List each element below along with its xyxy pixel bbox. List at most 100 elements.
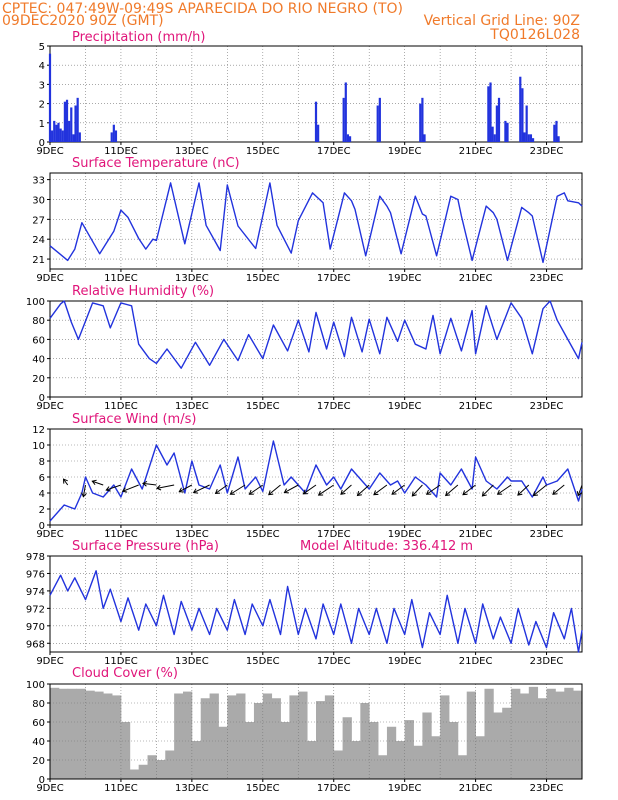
pressure-ytick-label: 976 xyxy=(26,569,45,580)
cloud-cover-bar xyxy=(103,693,113,779)
wind-arrow-shaft xyxy=(179,484,193,493)
wind-arrow-head xyxy=(517,490,523,496)
wind-arrow-shaft xyxy=(230,484,246,495)
cloud-cover-bar xyxy=(413,745,423,779)
cloud-cover-bar xyxy=(449,722,459,779)
precipitation-bar xyxy=(55,124,58,142)
cloud-cover-bar xyxy=(156,760,166,779)
humidity-ytick-label: 60 xyxy=(32,335,45,346)
wind-ytick-label: 10 xyxy=(32,441,45,452)
cloud-cover-ytick-label: 60 xyxy=(32,718,45,729)
wind-arrow xyxy=(517,484,530,496)
temperature-xtick-label: 13DEC xyxy=(175,273,209,284)
cloud-cover-bar xyxy=(218,726,228,779)
wind-xtick-label: 23DEC xyxy=(530,529,564,540)
precipitation-xtick-label: 11DEC xyxy=(104,146,138,157)
wind-xtick-label: 11DEC xyxy=(104,529,138,540)
cloud-cover-title: Cloud Cover (%) xyxy=(72,666,178,681)
header-model-id: TQ0126L028 xyxy=(489,27,580,43)
temperature-xtick-label: 9DEC xyxy=(36,273,63,284)
cloud-cover-bar xyxy=(502,707,512,779)
cloud-cover-bar xyxy=(191,741,202,779)
wind-ytick-label: 2 xyxy=(39,505,45,516)
humidity-xtick-label: 23DEC xyxy=(530,401,564,412)
cloud-cover-xtick-label: 23DEC xyxy=(530,783,564,794)
wind-arrow xyxy=(373,484,388,496)
cloud-cover-bar xyxy=(431,736,441,779)
wind-arrow-shaft xyxy=(340,484,352,495)
wind-arrow xyxy=(481,484,494,497)
cloud-cover-bar xyxy=(253,703,264,779)
cloud-cover-ytick-label: 100 xyxy=(26,680,45,691)
wind-arrow-shaft xyxy=(497,484,512,495)
wind-arrow-head xyxy=(340,489,346,495)
precipitation-bar xyxy=(493,134,496,142)
wind-arrow-shaft xyxy=(268,484,281,496)
humidity-ytick-label: 20 xyxy=(32,374,45,385)
precipitation-xtick-label: 23DEC xyxy=(530,146,564,157)
cloud-cover-bar xyxy=(236,693,246,779)
wind-arrow-head xyxy=(356,491,362,497)
pressure-xtick-label: 17DEC xyxy=(317,656,351,667)
cloud-cover-xtick-label: 15DEC xyxy=(246,783,280,794)
wind-arrow-shaft xyxy=(142,482,157,486)
wind-arrow xyxy=(62,478,69,486)
precipitation-bar xyxy=(68,120,71,142)
pressure-series-line xyxy=(49,570,583,653)
cloud-cover-bar xyxy=(324,695,335,779)
precipitation-bar xyxy=(506,122,509,142)
precipitation-bar xyxy=(314,101,318,142)
pressure-frame xyxy=(49,555,583,653)
precipitation-bar xyxy=(491,126,494,142)
wind-arrow-head xyxy=(411,491,417,497)
humidity-xtick-label: 9DEC xyxy=(36,401,63,412)
wind-ytick-label: 12 xyxy=(32,425,45,436)
precipitation-bar xyxy=(317,124,320,142)
cloud-cover-bar xyxy=(493,712,503,779)
wind-series-line xyxy=(49,440,583,522)
wind-arrow xyxy=(192,484,210,494)
wind-arrow-shaft xyxy=(284,484,299,493)
wind-xtick-label: 21DEC xyxy=(459,529,493,540)
wind-xtick-label: 19DEC xyxy=(388,529,422,540)
precipitation-ytick-label: 1 xyxy=(39,119,45,130)
humidity-xtick-label: 15DEC xyxy=(246,401,280,412)
wind-frame xyxy=(49,428,583,526)
precipitation-bar xyxy=(525,105,528,142)
precipitation-bar xyxy=(527,134,530,142)
temperature-xtick-label: 11DEC xyxy=(104,273,138,284)
wind-arrow-shaft xyxy=(391,484,405,495)
wind-arrow-shaft xyxy=(482,484,494,497)
wind-arrow-shaft xyxy=(303,484,317,495)
cloud-cover-bar xyxy=(440,695,450,779)
wind-arrow-head xyxy=(425,489,432,495)
wind-arrow xyxy=(532,484,547,497)
model-altitude-label: Model Altitude: 336.412 m xyxy=(300,539,473,554)
precipitation-bar xyxy=(48,53,52,142)
precipitation-bar xyxy=(504,120,507,142)
wind-arrow-shaft xyxy=(122,484,139,492)
wind-arrow-head xyxy=(142,480,148,487)
cloud-cover-ytick-label: 0 xyxy=(39,775,45,786)
cloud-cover-bar xyxy=(280,722,290,779)
precipitation-panel: Precipitation (mm/h) 0 1 2 3 4 5 9DEC 11DEC 13DE… xyxy=(36,30,583,157)
precipitation-bar xyxy=(76,97,79,142)
humidity-ytick-label: 80 xyxy=(32,316,45,327)
precipitation-bar xyxy=(61,130,64,142)
humidity-xtick-label: 17DEC xyxy=(317,401,351,412)
wind-arrow-shaft xyxy=(106,484,122,491)
cloud-cover-bar xyxy=(227,695,237,779)
cloud-cover-xtick-label: 17DEC xyxy=(317,783,351,794)
precipitation-title: Precipitation (mm/h) xyxy=(72,30,205,45)
precipitation-bar xyxy=(521,88,524,142)
wind-arrow xyxy=(302,484,317,495)
precipitation-bar xyxy=(74,105,77,142)
temperature-ytick-label: 33 xyxy=(32,176,45,187)
cloud-cover-xtick-label: 19DEC xyxy=(388,783,422,794)
cloud-cover-bar xyxy=(262,693,273,779)
cloud-cover-bar xyxy=(360,703,370,779)
wind-arrow-shaft xyxy=(411,484,423,497)
wind-arrow xyxy=(142,480,157,487)
precipitation-bar xyxy=(419,103,422,142)
